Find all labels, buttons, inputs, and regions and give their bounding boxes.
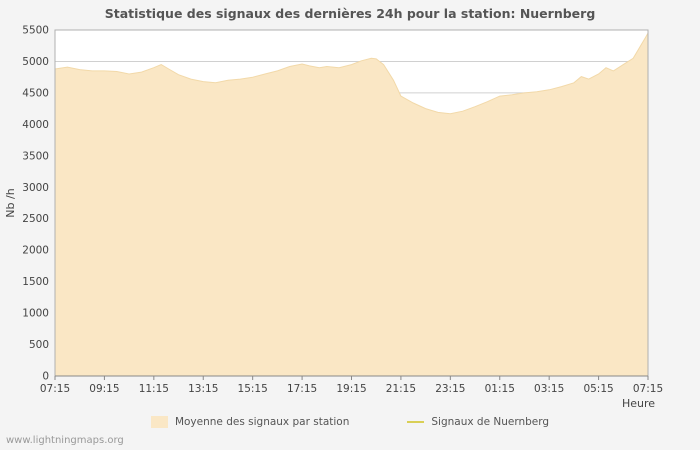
- x-tick-label: 03:15: [534, 383, 564, 395]
- legend-line-label: Signaux de Nuernberg: [431, 416, 550, 428]
- y-tick-label: 2500: [22, 213, 49, 225]
- x-tick-label: 23:15: [435, 383, 465, 395]
- area-series: [55, 33, 648, 376]
- legend-item-line: Signaux de Nuernberg: [407, 416, 549, 428]
- legend-line-swatch: [407, 421, 425, 423]
- chart-title: Statistique des signaux des dernières 24…: [104, 6, 596, 21]
- y-tick-label: 500: [29, 339, 49, 351]
- y-tick-label: 1000: [22, 308, 49, 320]
- legend-item-area: Moyenne des signaux par station: [150, 416, 350, 428]
- x-tick-label: 07:15: [40, 383, 70, 395]
- y-tick-label: 4000: [22, 119, 49, 131]
- y-tick-label: 5500: [22, 25, 49, 37]
- y-tick-label: 3000: [22, 182, 49, 194]
- chart-page: Statistique des signaux des dernières 24…: [0, 6, 700, 446]
- legend-area-label: Moyenne des signaux par station: [174, 416, 350, 428]
- watermark: www.lightningmaps.org: [6, 435, 124, 446]
- legend: Moyenne des signaux par station Signaux …: [0, 416, 700, 428]
- area-series-edge: [54, 32, 649, 115]
- x-tick-label: 07:15: [633, 383, 663, 395]
- y-tick-label: 2000: [22, 245, 49, 257]
- y-tick-label: 1500: [22, 276, 49, 288]
- chart-svg: 0 500 1000 1500 2000 2500 3000 3500 4000 4500 5000…: [4, 25, 663, 411]
- x-tick-label: 09:15: [89, 383, 119, 395]
- x-axis-label: Heure: [622, 397, 655, 410]
- y-tick-label: 5000: [22, 56, 49, 68]
- x-tick-label: 13:15: [188, 383, 218, 395]
- x-tick-label: 11:15: [139, 383, 169, 395]
- x-tick-label: 05:15: [583, 383, 613, 395]
- y-tick-label: 0: [42, 371, 49, 383]
- y-tick-label: 4500: [22, 87, 49, 99]
- x-tick-label: 17:15: [287, 383, 317, 395]
- x-tick-label: 19:15: [336, 383, 366, 395]
- legend-area-swatch: [150, 416, 168, 428]
- x-tick-label: 01:15: [485, 383, 515, 395]
- x-tick-label: 15:15: [238, 383, 268, 395]
- y-axis-label: Nb /h: [4, 188, 17, 217]
- x-tick-label: 21:15: [386, 383, 416, 395]
- y-tick-label: 3500: [22, 150, 49, 162]
